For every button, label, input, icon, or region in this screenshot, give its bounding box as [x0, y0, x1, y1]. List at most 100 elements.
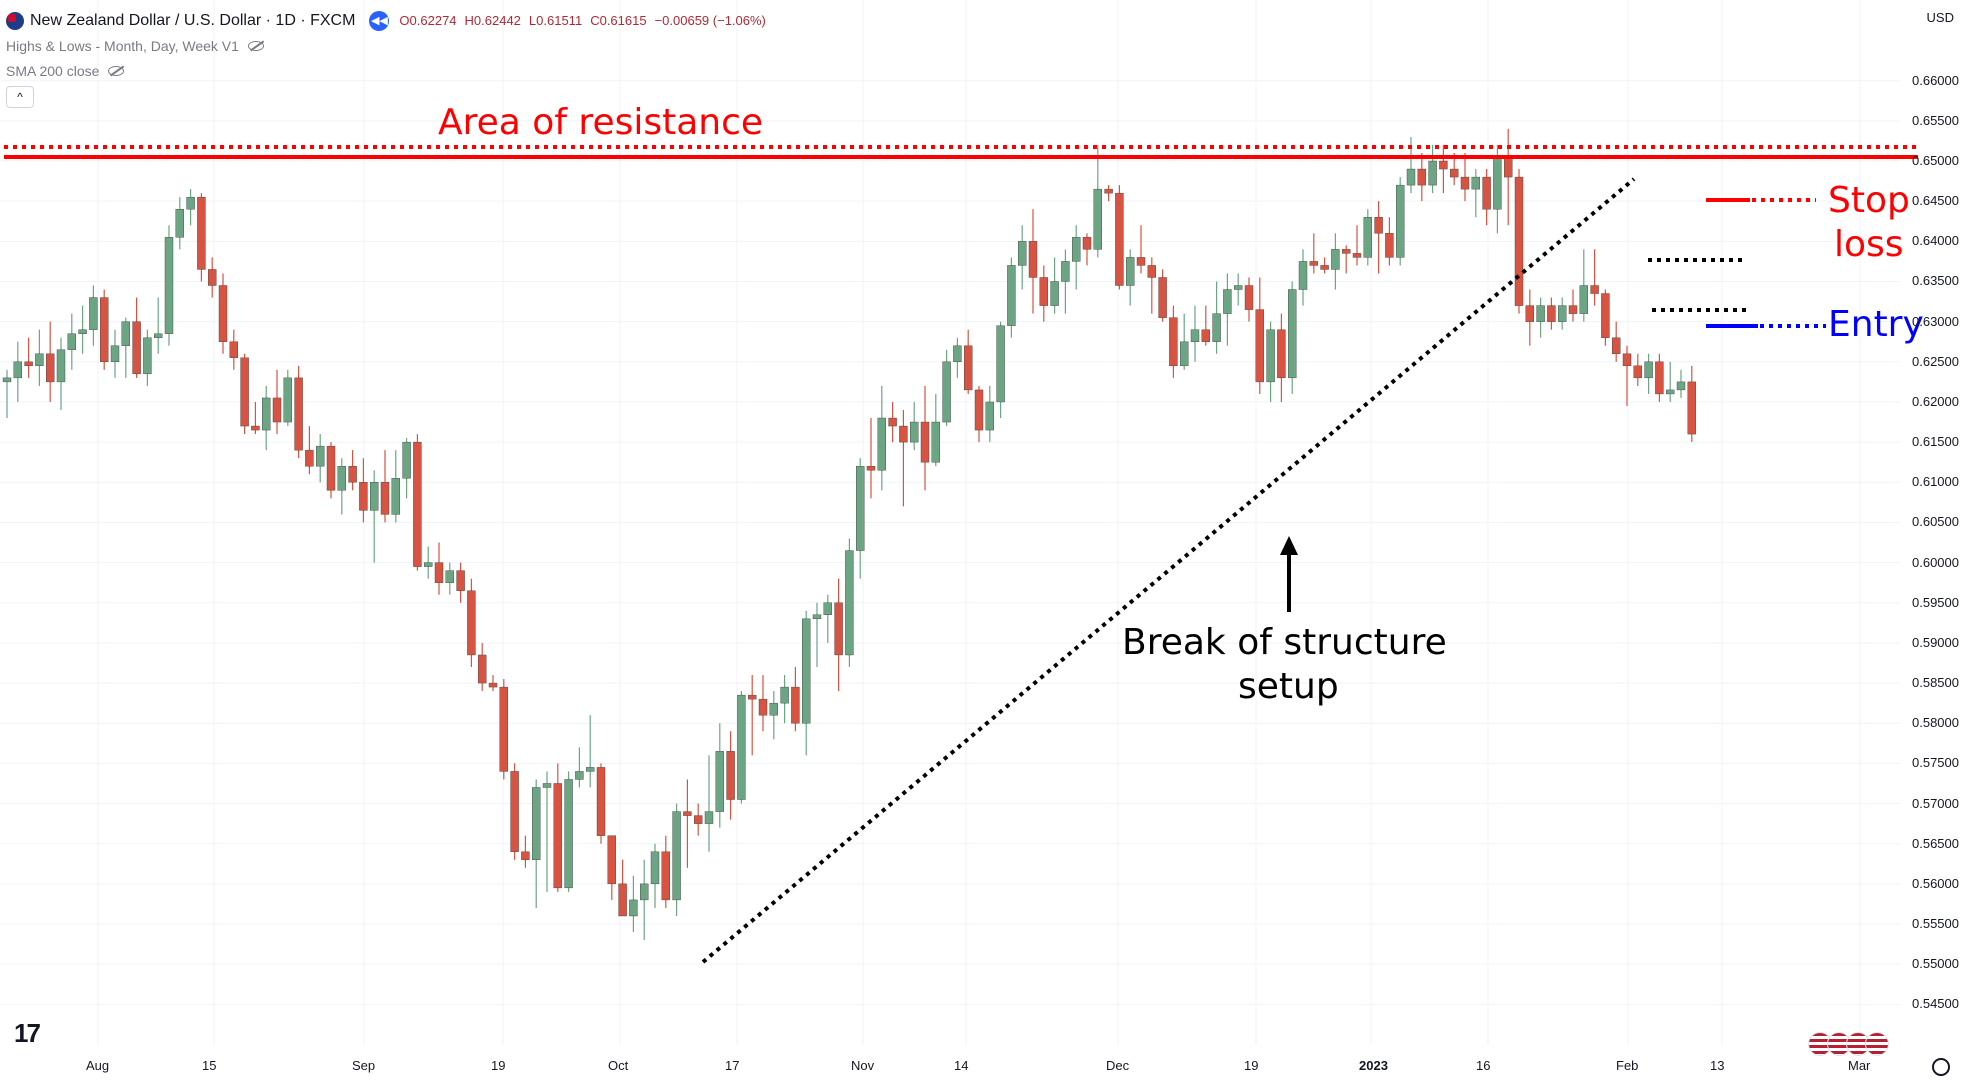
candle	[964, 329, 973, 394]
candle-body	[812, 614, 822, 620]
candle	[370, 470, 379, 563]
candle	[402, 438, 411, 499]
candle-body	[488, 682, 498, 688]
candle	[2, 369, 12, 419]
candle-body	[359, 482, 368, 511]
ohlc-high: H0.62442	[464, 13, 521, 28]
candle	[316, 434, 325, 483]
indicator-row-highs-lows[interactable]: Highs & Lows - Month, Day, Week V1	[6, 33, 766, 58]
candle	[456, 562, 465, 603]
candle	[737, 691, 746, 804]
candle-body	[1633, 365, 1643, 379]
candle-body	[769, 702, 778, 716]
candle-body	[910, 421, 919, 443]
hidden-eye-icon[interactable]	[247, 40, 265, 52]
candle-body	[89, 297, 98, 330]
candle	[629, 875, 638, 933]
candle	[1190, 305, 1200, 362]
price-tick-label: 0.62000	[1912, 393, 1959, 409]
candle-body	[510, 771, 519, 852]
candle-body	[1309, 261, 1319, 266]
candle	[283, 369, 292, 427]
candle-body	[877, 417, 886, 471]
candle	[1644, 353, 1653, 394]
candle-body	[1061, 261, 1070, 282]
time-tick-label: 19	[1244, 1058, 1259, 1073]
candle-body	[99, 297, 109, 363]
candle	[758, 675, 768, 732]
candle	[197, 193, 206, 282]
candle-body	[283, 377, 292, 423]
candle-body	[46, 353, 55, 383]
candle-body	[2, 377, 12, 383]
candle-body	[1341, 249, 1351, 254]
us-flag-icon[interactable]	[1865, 1032, 1889, 1056]
candle-body	[845, 550, 854, 656]
candle-body	[1244, 285, 1254, 310]
candle	[1428, 144, 1437, 194]
hidden-eye-icon[interactable]	[107, 65, 125, 77]
indicator-row-sma[interactable]: SMA 200 close	[6, 58, 766, 83]
replay-icon[interactable]: ◀◀	[369, 10, 390, 31]
price-tick-label: 0.60000	[1912, 554, 1959, 570]
settings-icon[interactable]	[1932, 1058, 1950, 1076]
time-tick-label: 19	[491, 1058, 506, 1073]
collapse-legend-button[interactable]: ^	[6, 86, 34, 108]
candle	[348, 450, 357, 491]
candle	[1169, 305, 1178, 378]
candle-body	[1147, 265, 1157, 278]
candle-body	[575, 771, 584, 780]
candle-body	[13, 361, 23, 379]
candle-body	[445, 570, 454, 583]
candle-body	[1385, 233, 1394, 258]
candle	[132, 297, 141, 378]
candle-body	[780, 686, 789, 704]
candle	[1601, 289, 1610, 346]
candle-body	[467, 590, 476, 656]
candle-body	[348, 466, 357, 483]
candle-body	[586, 767, 595, 772]
candle	[164, 225, 174, 346]
candle	[607, 835, 616, 900]
candle	[1687, 365, 1697, 443]
candle	[1395, 177, 1405, 266]
price-tick-label: 0.65500	[1912, 112, 1959, 128]
candle-body	[748, 694, 757, 700]
time-tick-label: 2023	[1359, 1058, 1388, 1073]
entry-label: Entry	[1828, 304, 1924, 345]
candle	[143, 329, 152, 386]
candle	[1503, 128, 1513, 226]
symbol-title[interactable]: New Zealand Dollar / U.S. Dollar · 1D · …	[30, 11, 356, 29]
candle	[99, 289, 109, 370]
candle-body	[920, 421, 930, 463]
currency-label[interactable]: USD	[1926, 10, 1954, 25]
price-tick-label: 0.58000	[1912, 715, 1959, 731]
candle	[1018, 225, 1027, 290]
candle	[1611, 321, 1621, 362]
candle	[845, 538, 854, 668]
candle	[240, 353, 249, 435]
candle	[1223, 273, 1232, 346]
time-tick-label: 17	[725, 1058, 740, 1073]
candle-body	[953, 345, 962, 363]
event-flags[interactable]	[1808, 1032, 1889, 1056]
tradingview-logo-icon[interactable]: 17	[14, 1018, 41, 1048]
candle	[305, 426, 314, 475]
candle	[791, 667, 800, 732]
candle	[1514, 169, 1524, 314]
candle-body	[391, 478, 400, 515]
candle	[207, 257, 217, 298]
candle-body	[618, 883, 627, 917]
candle	[683, 779, 692, 868]
candle-body	[1331, 249, 1340, 270]
candle	[1147, 257, 1157, 314]
candle-body	[240, 357, 249, 427]
candle	[121, 317, 131, 378]
candle-body	[1190, 329, 1200, 342]
candle-body	[1395, 184, 1405, 258]
candle-body	[1622, 353, 1632, 367]
candle	[153, 297, 163, 354]
ohlc-values: O0.62274 H0.62442 L0.61511 C0.61615 −0.0…	[399, 13, 765, 28]
price-tick-label: 0.59500	[1912, 594, 1959, 610]
